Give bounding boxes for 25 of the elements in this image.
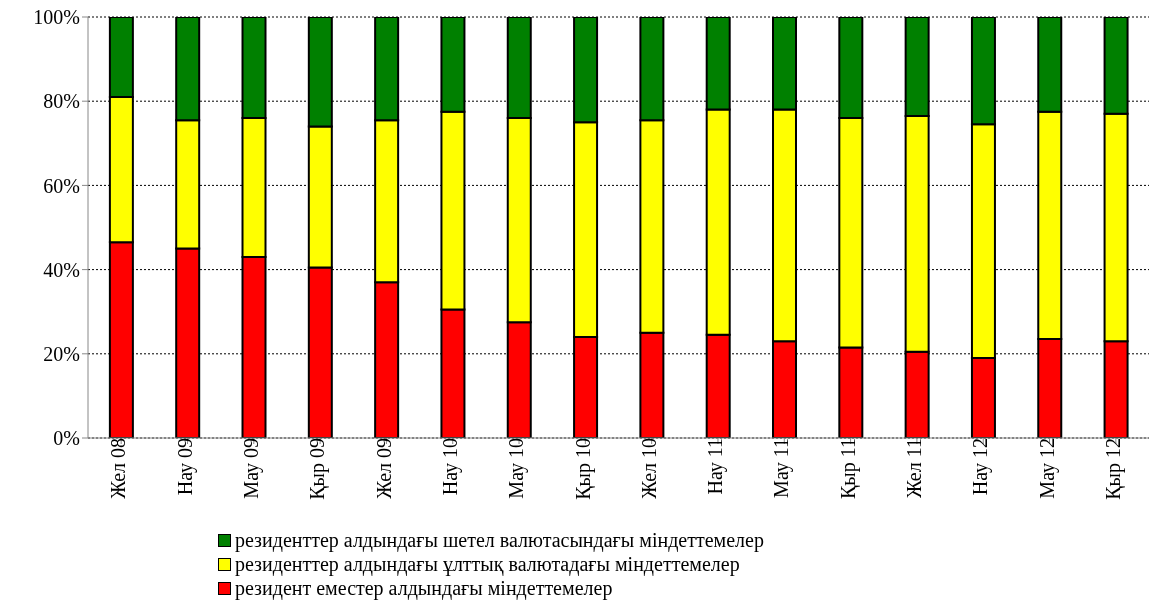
x-tick-label: Қыр 10 (571, 438, 595, 500)
x-tick-label: Қыр 12 (1102, 438, 1126, 500)
y-tick-label: 60% (43, 174, 80, 197)
legend-label: резидент еместер алдындағы міндеттемелер (235, 576, 613, 600)
y-tick-label: 0% (53, 427, 80, 450)
legend-label: резиденттер алдындағы шетел валютасындағы міндеттемелер (235, 528, 764, 552)
x-tick-label: Қыр 09 (306, 438, 330, 500)
y-tick-label: 100% (33, 6, 80, 29)
x-tick-label: Жел 11 (903, 438, 926, 499)
x-tick-label: Нау 12 (969, 438, 993, 496)
x-tick-label: Нау 11 (704, 438, 728, 495)
x-tick-label: Мау 12 (1035, 438, 1059, 499)
x-tick-label: Нау 10 (438, 438, 462, 496)
legend-label: резиденттер алдындағы ұлттық валютадағы міндеттемелер (235, 552, 740, 576)
x-tick-label: Қыр 11 (836, 438, 860, 500)
x-tick-label: Мау 09 (239, 438, 263, 499)
y-tick-label: 20% (43, 342, 80, 365)
x-tick-label: Жел 10 (637, 438, 660, 499)
x-tick-label: Мау 10 (505, 438, 529, 499)
x-tick-label: Мау 11 (770, 438, 794, 498)
x-tick-label: Жел 09 (372, 438, 395, 499)
y-tick-label: 40% (43, 258, 80, 281)
x-tick-label: Нау 09 (173, 438, 197, 496)
y-tick-label: 80% (43, 90, 80, 113)
x-tick-label: Жел 08 (107, 438, 130, 499)
